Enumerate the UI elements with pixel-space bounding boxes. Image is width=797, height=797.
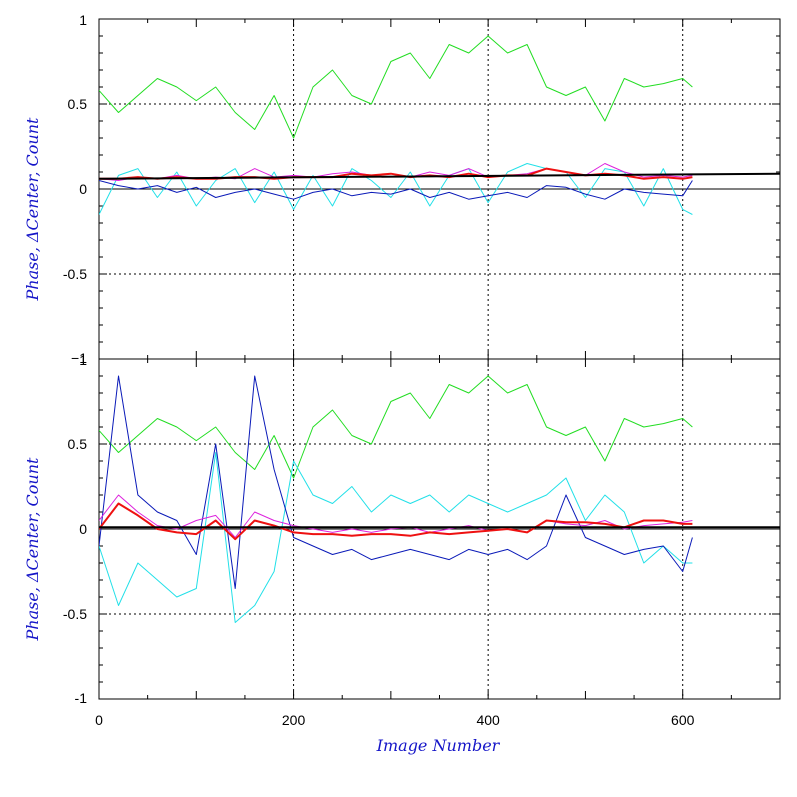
series-red — [99, 502, 693, 541]
x-axis-ticks: 0 200 400 600 — [95, 712, 695, 728]
y-tick-label: 1 — [79, 12, 87, 28]
series-blue — [99, 180, 693, 200]
series-cyan — [99, 452, 693, 623]
y-tick-label: -1 — [75, 690, 88, 706]
series-blue — [99, 375, 693, 589]
panels: 1 0.5 0 -0.5 −1 Phase, ΔCenter, Count 1 0.5 0 -0.… — [23, 12, 781, 706]
y-tick-label: -0.5 — [63, 266, 87, 282]
y-axis-title: Phase, ΔCenter, Count — [23, 457, 42, 641]
x-tick-label: 0 — [95, 712, 103, 728]
series-green — [99, 35, 693, 139]
y-tick-label: 0.5 — [68, 436, 88, 452]
series-group — [99, 375, 780, 623]
y-tick-label: 0 — [79, 181, 87, 197]
y-axis-title: Phase, ΔCenter, Count — [23, 117, 42, 301]
x-axis-title: Image Number — [376, 736, 501, 755]
series-black — [99, 172, 780, 180]
series-green — [99, 375, 693, 479]
y-tick-label: 1 — [79, 352, 87, 368]
series-group — [99, 35, 780, 215]
x-tick-label: 200 — [282, 712, 306, 728]
x-tick-label: 600 — [671, 712, 695, 728]
x-tick-label: 400 — [476, 712, 500, 728]
y-tick-label: 0.5 — [68, 96, 88, 112]
y-tick-label: −1 — [71, 350, 87, 366]
panel-1: 1 0.5 0 -0.5 −1 Phase, ΔCenter, Count — [23, 12, 781, 366]
y-tick-label: 0 — [79, 521, 87, 537]
panel-2: 1 0.5 0 -0.5 -1 Phase, ΔCenter, Count — [23, 352, 781, 706]
y-tick-label: -0.5 — [63, 606, 87, 622]
